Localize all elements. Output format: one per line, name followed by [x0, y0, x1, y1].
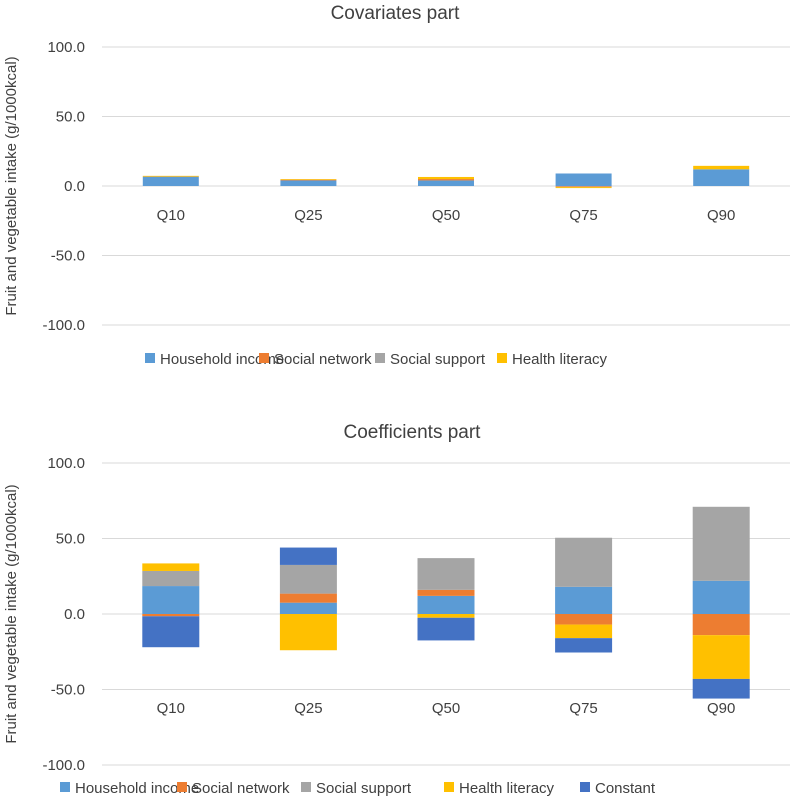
y-tick-label: -50.0	[51, 682, 85, 699]
bar-segment-health-literacy-q50	[417, 614, 475, 618]
bar-segment-social-network-q75	[555, 614, 613, 625]
legend-label-social-support: Social support	[316, 780, 412, 797]
x-tick-label: Q25	[294, 207, 322, 224]
legend-swatch-social-support	[375, 353, 385, 363]
bar-segment-health-literacy-q90	[693, 165, 750, 170]
bar-segment-social-network-q25	[280, 179, 337, 181]
bar-segment-health-literacy-q90	[692, 635, 750, 679]
bar-segment-health-literacy-q25	[280, 179, 337, 180]
y-tick-label: 0.0	[64, 178, 85, 195]
bar-segment-constant-q75	[555, 638, 613, 653]
x-tick-label: Q75	[569, 207, 597, 224]
bar-segment-health-literacy-q25	[279, 614, 337, 651]
bar-segment-health-literacy-q10	[142, 563, 200, 571]
bar-segment-social-network-q50	[418, 179, 474, 181]
legend-label-social-network: Social network	[192, 780, 290, 797]
x-tick-label: Q75	[569, 700, 597, 717]
bar-segment-household-income-q75	[555, 173, 612, 186]
legend-swatch-health-literacy	[497, 353, 507, 363]
bar-segment-social-network-q90	[692, 614, 750, 636]
legend-label-household-income: Household income	[75, 780, 199, 797]
bar-segment-household-income-q25	[280, 180, 337, 186]
legend-label-health-literacy: Health literacy	[459, 780, 555, 797]
legend-swatch-social-network	[259, 353, 269, 363]
bar-segment-health-literacy-q75	[555, 624, 613, 639]
bar-segment-household-income-q90	[693, 169, 750, 186]
y-axis-label: Fruit and vegetable intake (g/1000kcal)	[3, 484, 20, 743]
y-tick-label: 100.0	[47, 39, 85, 56]
bar-segment-social-support-q10	[142, 176, 199, 178]
legend-swatch-constant	[580, 782, 590, 792]
legend-swatch-social-support	[301, 782, 311, 792]
legend-label-social-network: Social network	[274, 351, 372, 368]
bar-segment-social-support-q75	[555, 186, 612, 188]
bar-segment-social-network-q50	[417, 589, 475, 596]
y-tick-label: -50.0	[51, 248, 85, 265]
y-tick-label: 0.0	[64, 606, 85, 623]
bar-segment-constant-q90	[692, 678, 750, 699]
covariates-chart: Covariates part Fruit and vegetable inta…	[3, 3, 790, 368]
x-tick-label: Q10	[157, 700, 185, 717]
bar-segment-social-support-q50	[417, 558, 475, 590]
bar-segment-health-literacy-q50	[418, 176, 474, 180]
x-tick-label: Q25	[294, 700, 322, 717]
y-tick-label: 50.0	[56, 531, 85, 548]
y-tick-label: 50.0	[56, 109, 85, 126]
bar-segment-household-income-q50	[417, 595, 475, 614]
chart-title: Coefficients part	[344, 422, 482, 443]
bar-segment-social-network-q25	[279, 593, 337, 603]
x-tick-label: Q50	[432, 207, 460, 224]
x-tick-label: Q10	[157, 207, 185, 224]
bar-segment-social-network-q10	[142, 614, 200, 617]
bar-segment-health-literacy-q10	[142, 175, 199, 177]
bar-segment-household-income-q10	[142, 586, 200, 614]
legend-label-constant: Constant	[595, 780, 656, 797]
bar-segment-social-support-q10	[142, 570, 200, 587]
bar-segment-household-income-q75	[555, 586, 613, 614]
y-tick-label: -100.0	[42, 757, 85, 774]
bar-segment-household-income-q90	[692, 580, 750, 614]
bar-segment-social-support-q25	[279, 564, 337, 594]
bar-segment-social-network-q75	[555, 186, 612, 187]
bar-segment-social-support-q75	[555, 537, 613, 587]
legend-swatch-household-income	[145, 353, 155, 363]
legend-label-social-support: Social support	[390, 351, 486, 368]
coefficients-chart: Coefficients part Fruit and vegetable in…	[3, 422, 790, 797]
bar-segment-constant-q50	[417, 617, 475, 641]
bar-segment-health-literacy-q75	[555, 187, 612, 189]
y-axis-label: Fruit and vegetable intake (g/1000kcal)	[3, 56, 20, 315]
bar-segment-constant-q25	[279, 547, 337, 565]
legend-swatch-household-income	[60, 782, 70, 792]
chart-title: Covariates part	[331, 3, 461, 24]
legend-swatch-social-network	[177, 782, 187, 792]
x-tick-label: Q90	[707, 700, 735, 717]
y-tick-label: -100.0	[42, 317, 85, 334]
x-tick-label: Q90	[707, 207, 735, 224]
bar-segment-household-income-q25	[279, 602, 337, 614]
y-tick-label: 100.0	[47, 455, 85, 472]
bar-segment-constant-q10	[142, 616, 200, 648]
legend-label-household-income: Household income	[160, 351, 284, 368]
bar-segment-household-income-q10	[142, 176, 199, 186]
bar-segment-household-income-q50	[418, 180, 474, 186]
legend-swatch-health-literacy	[444, 782, 454, 792]
x-tick-label: Q50	[432, 700, 460, 717]
legend-label-health-literacy: Health literacy	[512, 351, 608, 368]
bar-segment-social-support-q90	[692, 506, 750, 581]
